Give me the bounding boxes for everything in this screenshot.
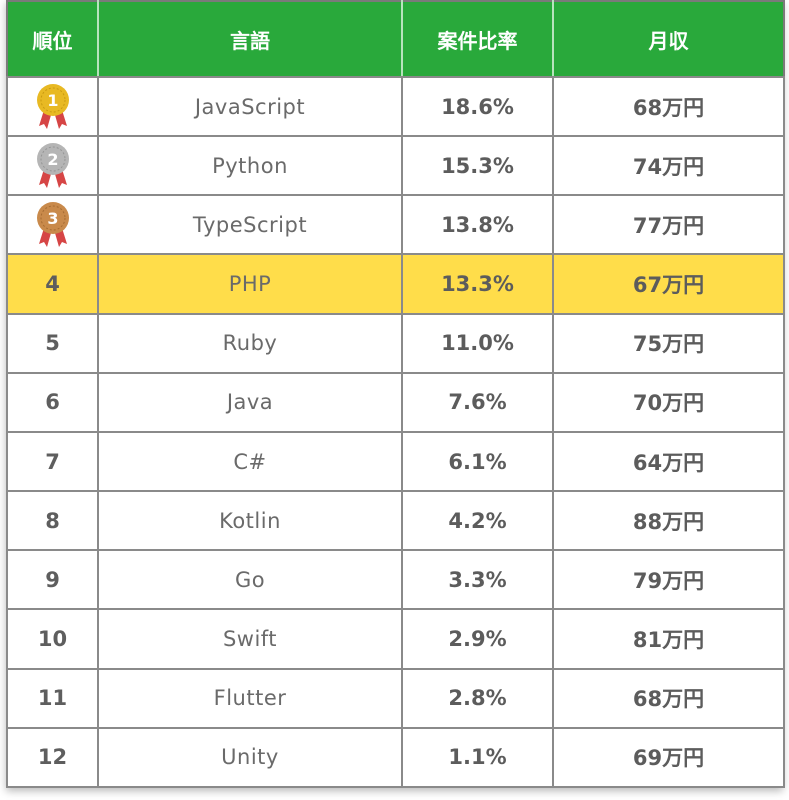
- salary-cell: 69万円: [552, 726, 785, 789]
- rank-cell: 12: [6, 726, 99, 789]
- header-salary: 月収: [552, 0, 785, 78]
- bronze-medal-icon: 3: [36, 201, 69, 247]
- language-cell: C#: [97, 430, 403, 493]
- svg-text:3: 3: [47, 209, 58, 228]
- share-cell: 2.8%: [401, 667, 554, 729]
- salary-cell: 79万円: [552, 549, 785, 611]
- table-row: 5 Ruby 11.0% 75万円: [6, 312, 785, 374]
- rank-cell: 4: [6, 253, 99, 315]
- share-cell: 13.8%: [401, 194, 554, 256]
- table-row: 12 Unity 1.1% 69万円: [6, 726, 785, 789]
- share-cell: 6.1%: [401, 430, 554, 493]
- table-row: 2 Python 15.3% 74万円: [6, 135, 785, 197]
- salary-cell: 77万円: [552, 194, 785, 256]
- language-cell: Unity: [97, 726, 403, 789]
- table-row-highlighted: 4 PHP 13.3% 67万円: [6, 253, 785, 315]
- silver-medal-icon: 2: [36, 142, 69, 188]
- rank-cell: 7: [6, 430, 99, 493]
- rank-cell: 10: [6, 608, 99, 670]
- language-cell: JavaScript: [97, 75, 403, 138]
- svg-text:1: 1: [47, 91, 58, 110]
- language-cell: PHP: [97, 253, 403, 315]
- table-row: 10 Swift 2.9% 81万円: [6, 608, 785, 670]
- language-cell: Flutter: [97, 667, 403, 729]
- language-cell: Ruby: [97, 312, 403, 374]
- language-cell: Java: [97, 371, 403, 433]
- rank-cell: 11: [6, 667, 99, 729]
- salary-cell: 68万円: [552, 667, 785, 729]
- table-row: 9 Go 3.3% 79万円: [6, 549, 785, 611]
- salary-cell: 74万円: [552, 135, 785, 197]
- share-cell: 2.9%: [401, 608, 554, 670]
- rank-cell: 9: [6, 549, 99, 611]
- salary-cell: 67万円: [552, 253, 785, 315]
- share-cell: 7.6%: [401, 371, 554, 433]
- gold-medal-icon: 1: [36, 83, 69, 129]
- salary-cell: 75万円: [552, 312, 785, 374]
- salary-cell: 70万円: [552, 371, 785, 433]
- rank-cell: 6: [6, 371, 99, 433]
- language-cell: Python: [97, 135, 403, 197]
- table-row: 3 TypeScript 13.8% 77万円: [6, 194, 785, 256]
- language-cell: Go: [97, 549, 403, 611]
- share-cell: 11.0%: [401, 312, 554, 374]
- salary-cell: 68万円: [552, 75, 785, 138]
- rank-cell: 5: [6, 312, 99, 374]
- header-rank: 順位: [6, 0, 99, 78]
- share-cell: 15.3%: [401, 135, 554, 197]
- share-cell: 18.6%: [401, 75, 554, 138]
- salary-cell: 88万円: [552, 490, 785, 552]
- share-cell: 4.2%: [401, 490, 554, 552]
- language-cell: Kotlin: [97, 490, 403, 552]
- share-cell: 13.3%: [401, 253, 554, 315]
- rank-cell: 2: [6, 135, 99, 197]
- rank-cell: 1: [6, 75, 99, 138]
- language-ranking-table: 順位 言語 案件比率 月収 1 JavaScript: [6, 0, 785, 789]
- table-row: 1 JavaScript 18.6% 68万円: [6, 75, 785, 138]
- table-row: 7 C# 6.1% 64万円: [6, 430, 785, 493]
- table-row: 11 Flutter 2.8% 68万円: [6, 667, 785, 729]
- share-cell: 3.3%: [401, 549, 554, 611]
- table-row: 6 Java 7.6% 70万円: [6, 371, 785, 433]
- table-header-row: 順位 言語 案件比率 月収: [6, 0, 785, 78]
- rank-cell: 8: [6, 490, 99, 552]
- salary-cell: 64万円: [552, 430, 785, 493]
- share-cell: 1.1%: [401, 726, 554, 789]
- language-cell: Swift: [97, 608, 403, 670]
- ranking-table-container: 順位 言語 案件比率 月収 1 JavaScript: [6, 0, 785, 789]
- salary-cell: 81万円: [552, 608, 785, 670]
- svg-text:2: 2: [47, 150, 58, 169]
- language-cell: TypeScript: [97, 194, 403, 256]
- table-row: 8 Kotlin 4.2% 88万円: [6, 490, 785, 552]
- header-share: 案件比率: [401, 0, 554, 78]
- header-language: 言語: [97, 0, 403, 78]
- rank-cell: 3: [6, 194, 99, 256]
